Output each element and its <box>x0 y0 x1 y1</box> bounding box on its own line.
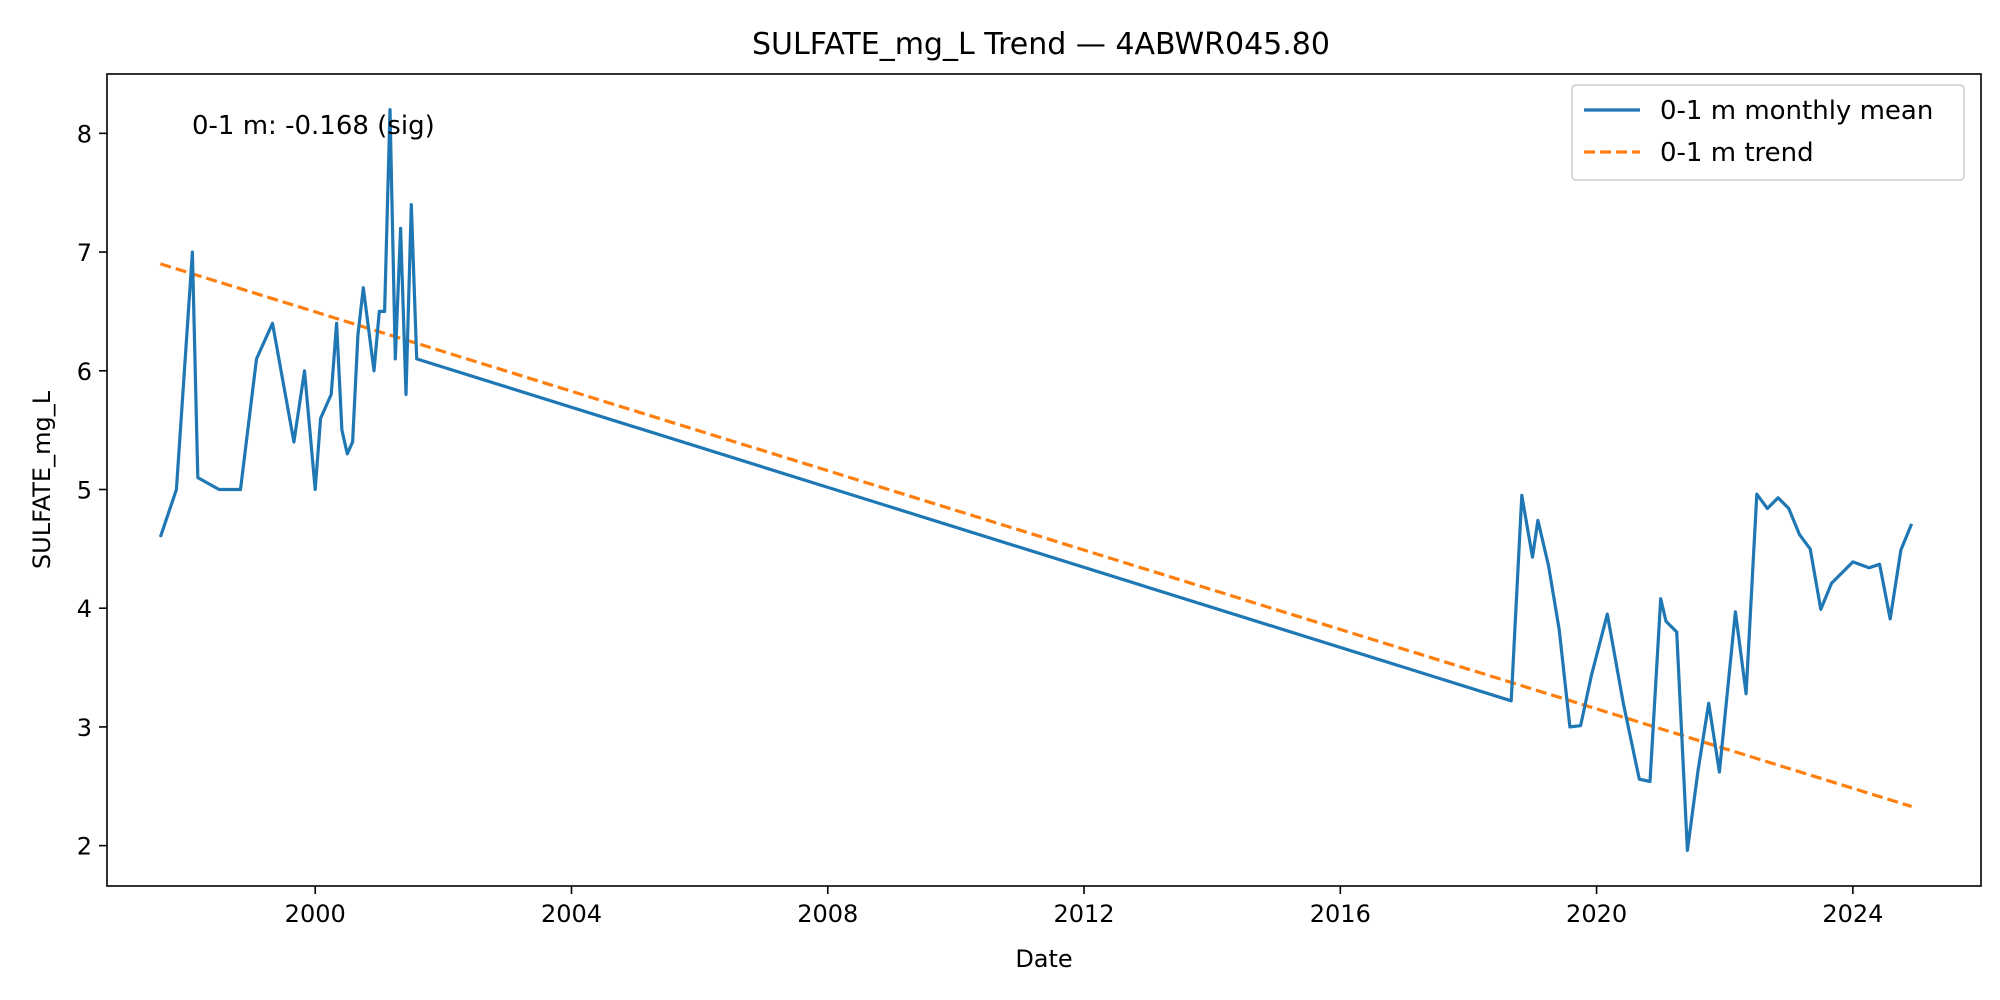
x-tick-label: 2016 <box>1310 900 1371 928</box>
y-tick-label: 2 <box>77 833 92 861</box>
chart-title: SULFATE_mg_L Trend — 4ABWR045.80 <box>752 27 1330 62</box>
trend-annotation: 0-1 m: -0.168 (sig) <box>192 111 435 141</box>
x-tick-label: 2004 <box>541 900 602 928</box>
y-axis-label: SULFATE_mg_L <box>28 390 56 569</box>
legend-label-trend: 0-1 m trend <box>1660 138 1814 168</box>
y-tick-label: 4 <box>77 595 92 623</box>
x-tick-label: 2020 <box>1566 900 1627 928</box>
legend: 0-1 m monthly mean 0-1 m trend <box>1571 84 1965 181</box>
x-axis: 2000 2004 2008 2012 2016 2020 2024 <box>285 886 1883 928</box>
series-line-trend <box>159 262 1913 809</box>
y-tick-label: 6 <box>77 358 92 386</box>
series-layer <box>158 107 1914 853</box>
x-tick-label: 2000 <box>285 900 346 928</box>
x-tick-label: 2012 <box>1054 900 1115 928</box>
legend-label-monthly-mean: 0-1 m monthly mean <box>1660 96 1933 126</box>
y-axis: 2 3 4 5 6 7 8 <box>77 120 107 861</box>
legend-box <box>1571 84 1965 181</box>
y-tick-label: 3 <box>77 714 92 742</box>
y-tick-label: 5 <box>77 476 92 504</box>
x-tick-label: 2024 <box>1822 900 1883 928</box>
series-line-monthly-mean <box>158 107 1914 853</box>
x-tick-label: 2008 <box>797 900 858 928</box>
x-axis-label: Date <box>1015 945 1072 973</box>
y-tick-label: 8 <box>77 120 92 148</box>
y-tick-label: 7 <box>77 239 92 267</box>
plot-area <box>106 73 1982 887</box>
